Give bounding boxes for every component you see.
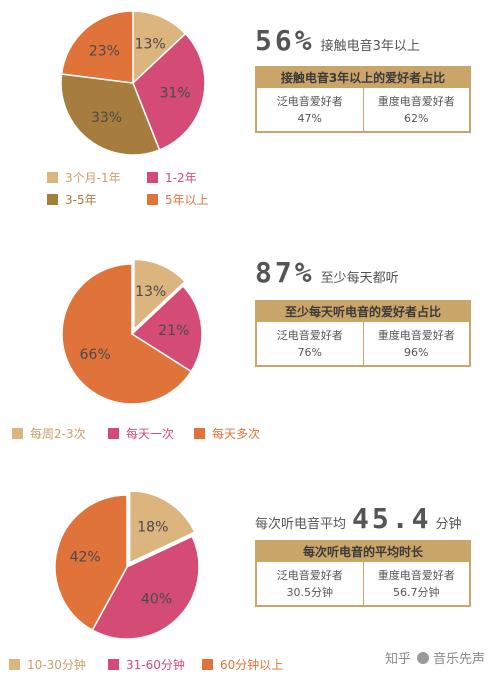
box-title: 至少每天听电音的爱好者占比: [257, 302, 469, 322]
slice-label: 18%: [137, 519, 168, 535]
legend-swatch: [202, 659, 213, 670]
box-title: 接触电音3年以上的爱好者占比: [257, 68, 469, 88]
pie-slice: [133, 260, 187, 332]
pie-slice: [60, 10, 134, 84]
cell-value: 76%: [297, 346, 322, 359]
legend-item: 5年以上: [147, 191, 209, 208]
box-cell-casual: 泛电音爱好者 30.5分钟: [257, 562, 363, 605]
legend-swatch: [12, 428, 23, 439]
pie-slice: [91, 535, 200, 640]
legend-label: 3个月-1年: [65, 171, 121, 185]
legend-swatch: [147, 172, 158, 183]
cell-label: 泛电音爱好者: [276, 95, 343, 108]
legend-swatch: [47, 172, 58, 183]
slice-label: 66%: [80, 347, 111, 363]
legend-item: 10-30分钟: [9, 656, 86, 673]
legend-item: 31-60分钟: [108, 656, 185, 673]
pie-slice: [128, 492, 196, 564]
cell-label: 泛电音爱好者: [276, 329, 343, 342]
slice-label: 13%: [135, 36, 166, 52]
legend-label: 1-2年: [165, 171, 197, 185]
cell-value: 47%: [297, 112, 322, 125]
legend-label: 31-60分钟: [126, 658, 185, 672]
legend-swatch: [194, 428, 205, 439]
cell-value: 30.5分钟: [286, 586, 334, 599]
stat-box-duration: 每次听电音的平均时长 泛电音爱好者 30.5分钟 重度电音爱好者 56.7分钟: [255, 540, 471, 607]
cell-label: 重度电音爱好者: [377, 95, 455, 108]
stat-caption: 至少每天都听: [320, 271, 399, 286]
pie-slice: [130, 285, 203, 373]
slice-label: 23%: [89, 44, 120, 60]
author-avatar-icon: [416, 651, 429, 664]
legend-label: 10-30分钟: [27, 658, 86, 672]
legend-label: 每周2-3次: [30, 427, 86, 441]
legend-swatch: [108, 659, 119, 670]
box-title: 每次听电音的平均时长: [257, 542, 469, 562]
legend-label: 3-5年: [65, 193, 97, 207]
stat-unit: 分钟: [435, 517, 462, 532]
legend-label: 每天多次: [212, 427, 261, 441]
legend-item: 60分钟以上: [202, 656, 283, 673]
legend-item: 3-5年: [47, 191, 97, 208]
cell-label: 泛电音爱好者: [276, 569, 343, 582]
legend-item: 每天多次: [194, 425, 260, 442]
legend-item: 3个月-1年: [47, 169, 121, 186]
headline-years: 56% 接触电音3年以上: [255, 24, 420, 57]
pie-slice: [132, 32, 206, 151]
box-cell-heavy: 重度电音爱好者 96%: [362, 322, 470, 365]
legend-label: 60分钟以上: [220, 658, 284, 672]
box-cell-heavy: 重度电音爱好者 56.7分钟: [362, 562, 470, 605]
watermark: 知乎 音乐先声: [385, 648, 485, 667]
cell-value: 96%: [404, 346, 429, 359]
big-stat: 56%: [255, 24, 315, 57]
pie-slice: [60, 73, 161, 156]
box-cell-heavy: 重度电音爱好者 62%: [362, 88, 470, 131]
legend-item: 1-2年: [147, 169, 197, 186]
pie-chart-frequency: 13% 21% 66%: [61, 260, 203, 405]
stat-pre-text: 每次听电音平均: [255, 517, 347, 532]
legend-item: 每天一次: [108, 425, 174, 442]
legend-swatch: [108, 428, 119, 439]
slice-label: 33%: [91, 110, 122, 126]
watermark-author: 音乐先声: [432, 652, 485, 667]
watermark-site: 知乎: [384, 652, 411, 667]
legend-label: 每天一次: [126, 427, 175, 441]
slice-label: 40%: [141, 591, 172, 607]
cell-value: 62%: [404, 112, 429, 125]
slice-label: 21%: [158, 323, 189, 339]
headline-duration: 每次听电音平均 45.4 分钟: [255, 502, 461, 535]
slice-label: 31%: [160, 85, 191, 101]
cell-label: 重度电音爱好者: [377, 329, 455, 342]
pie-chart-duration: 18% 40% 42%: [54, 492, 200, 640]
pie-slice: [61, 263, 193, 405]
stat-caption: 接触电音3年以上: [320, 39, 420, 54]
legend-label: 5年以上: [165, 193, 209, 207]
big-stat: 45.4: [352, 502, 432, 535]
pie-slice: [132, 10, 187, 85]
big-stat: 87%: [255, 256, 315, 289]
box-cell-casual: 泛电音爱好者 47%: [257, 88, 363, 131]
pie-chart-years: 13% 31% 33% 23%: [60, 10, 206, 156]
legend-swatch: [9, 659, 20, 670]
slice-label: 42%: [70, 549, 101, 565]
pie-slice: [54, 494, 128, 632]
legend-item: 每周2-3次: [12, 425, 86, 442]
stat-box-frequency: 至少每天听电音的爱好者占比 泛电音爱好者 76% 重度电音爱好者 96%: [255, 300, 471, 367]
stat-box-years: 接触电音3年以上的爱好者占比 泛电音爱好者 47% 重度电音爱好者 62%: [255, 66, 471, 133]
legend-swatch: [47, 194, 58, 205]
box-cell-casual: 泛电音爱好者 76%: [257, 322, 363, 365]
cell-value: 56.7分钟: [393, 586, 440, 599]
legend-swatch: [147, 194, 158, 205]
cell-label: 重度电音爱好者: [377, 569, 455, 582]
slice-label: 13%: [135, 284, 166, 300]
headline-frequency: 87% 至少每天都听: [255, 256, 399, 289]
